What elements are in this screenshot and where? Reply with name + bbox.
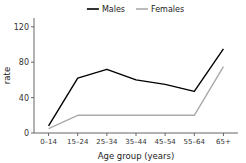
- y-tick-label: 40: [19, 94, 29, 103]
- x-tick: [106, 133, 107, 136]
- legend: Males Females: [87, 5, 184, 14]
- legend-item: Females: [136, 5, 184, 14]
- y-tick: [31, 97, 34, 98]
- y-tick: [31, 26, 34, 27]
- chart: 0 40 80 120 0–14 15–24 25–34 35–44 45–54 55–64 65+…: [0, 0, 246, 163]
- y-tick-label: 0: [24, 129, 29, 138]
- x-tick-label: 35–44: [125, 138, 147, 146]
- x-tick: [223, 133, 224, 136]
- legend-label: Females: [151, 5, 184, 14]
- x-tick-label: 45–54: [154, 138, 176, 146]
- x-tick: [48, 133, 49, 136]
- y-axis-label: rate: [2, 67, 12, 84]
- line-series: [49, 67, 224, 129]
- x-tick-label: 15–24: [67, 138, 89, 146]
- x-tick: [77, 133, 78, 136]
- plot-area: [49, 49, 224, 129]
- x-tick-label: 65+: [216, 138, 231, 146]
- y-axis: [34, 18, 35, 133]
- legend-swatch: [136, 8, 148, 10]
- y-tick-label: 120: [14, 23, 29, 32]
- y-tick-label: 80: [19, 58, 29, 67]
- x-tick: [136, 133, 137, 136]
- line-series: [49, 49, 224, 126]
- x-tick: [194, 133, 195, 136]
- legend-item: Males: [87, 5, 125, 14]
- x-tick: [165, 133, 166, 136]
- y-tick: [31, 133, 34, 134]
- x-tick-label: 55–64: [184, 138, 206, 146]
- x-axis-label: Age group (years): [98, 151, 175, 161]
- y-tick: [31, 62, 34, 63]
- x-tick-label: 25–34: [96, 138, 118, 146]
- legend-swatch: [87, 8, 99, 10]
- x-tick-label: 0–14: [40, 138, 57, 146]
- legend-label: Males: [102, 5, 125, 14]
